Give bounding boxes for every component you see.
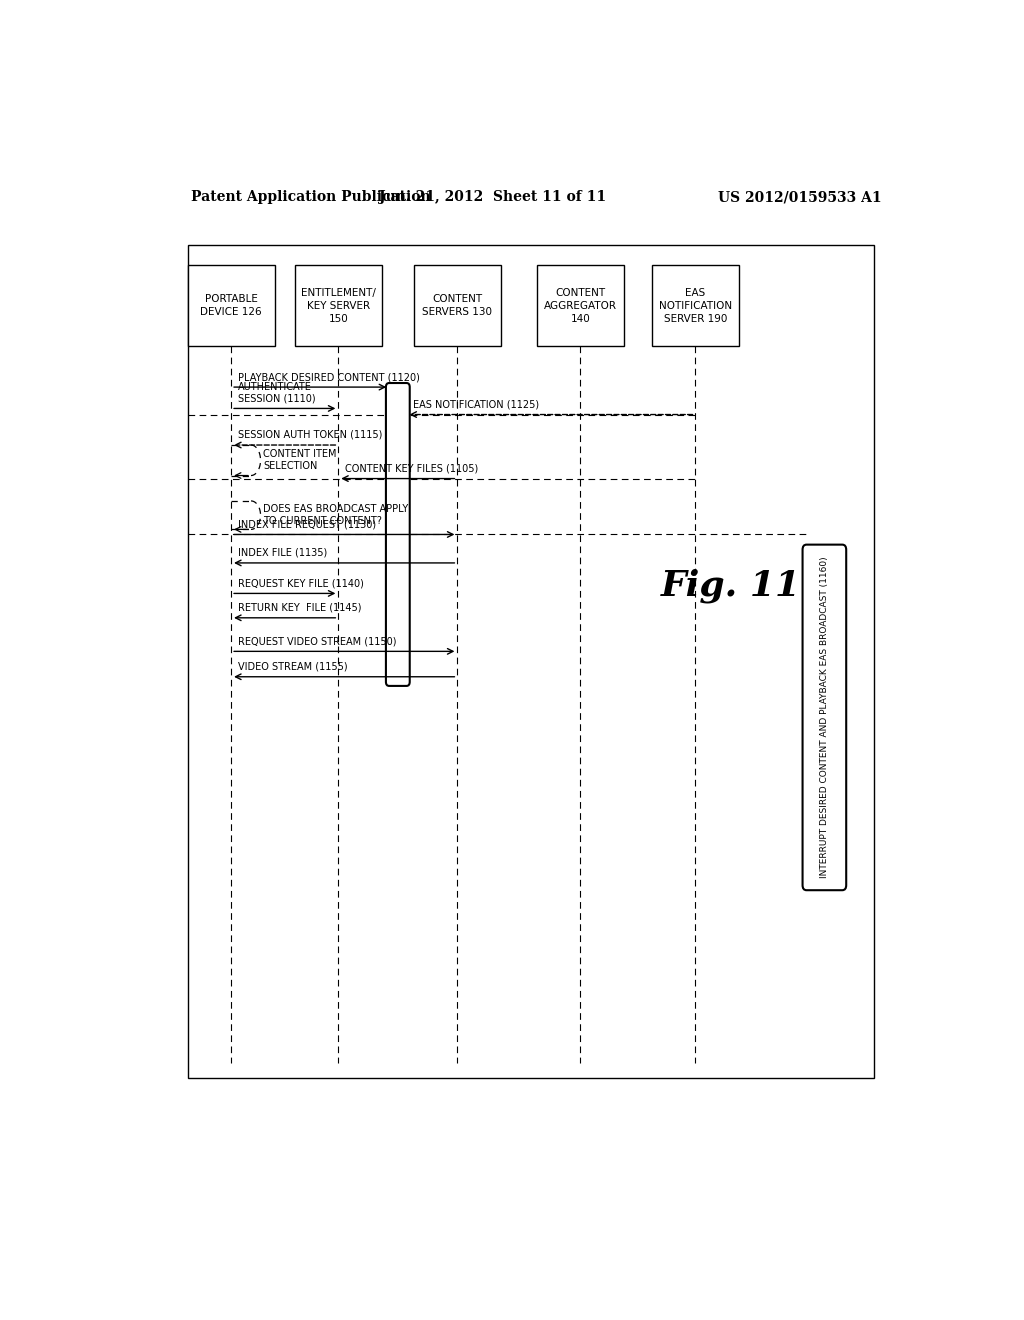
Text: REQUEST VIDEO STREAM (1150): REQUEST VIDEO STREAM (1150) (238, 636, 396, 647)
Text: PLAYBACK DESIRED CONTENT (1120): PLAYBACK DESIRED CONTENT (1120) (238, 372, 420, 381)
Text: CONTENT
SERVERS 130: CONTENT SERVERS 130 (422, 294, 493, 317)
Text: INDEX FILE REQUEST (1130): INDEX FILE REQUEST (1130) (238, 519, 376, 529)
Text: PORTABLE
DEVICE 126: PORTABLE DEVICE 126 (201, 294, 262, 317)
Text: Patent Application Publication: Patent Application Publication (191, 190, 431, 205)
Text: REQUEST KEY FILE (1140): REQUEST KEY FILE (1140) (238, 578, 364, 589)
FancyBboxPatch shape (803, 545, 846, 890)
Bar (651, 265, 739, 346)
Text: AUTHENTICATE
SESSION (1110): AUTHENTICATE SESSION (1110) (238, 381, 315, 404)
Bar (187, 244, 874, 1078)
Text: CONTENT KEY FILES (1105): CONTENT KEY FILES (1105) (345, 463, 478, 474)
Text: Jun. 21, 2012  Sheet 11 of 11: Jun. 21, 2012 Sheet 11 of 11 (380, 190, 606, 205)
FancyBboxPatch shape (386, 383, 410, 686)
Text: INTERRUPT DESIRED CONTENT AND PLAYBACK EAS BROADCAST (1160): INTERRUPT DESIRED CONTENT AND PLAYBACK E… (820, 557, 829, 878)
Bar (414, 265, 501, 346)
Text: CONTENT
AGGREGATOR
140: CONTENT AGGREGATOR 140 (544, 288, 616, 323)
Text: EAS
NOTIFICATION
SERVER 190: EAS NOTIFICATION SERVER 190 (658, 288, 732, 323)
Bar (537, 265, 624, 346)
Text: INDEX FILE (1135): INDEX FILE (1135) (238, 548, 327, 558)
Text: Fig. 11: Fig. 11 (662, 568, 801, 602)
Bar (295, 265, 382, 346)
Text: DOES EAS BROADCAST APPLY
TO CURRENT CONTENT?: DOES EAS BROADCAST APPLY TO CURRENT CONT… (263, 504, 409, 525)
Text: CONTENT ITEM
SELECTION: CONTENT ITEM SELECTION (263, 450, 337, 471)
Text: RETURN KEY  FILE (1145): RETURN KEY FILE (1145) (238, 603, 361, 612)
Bar (187, 265, 274, 346)
Text: SESSION AUTH TOKEN (1115): SESSION AUTH TOKEN (1115) (238, 430, 382, 440)
Text: US 2012/0159533 A1: US 2012/0159533 A1 (718, 190, 882, 205)
Text: ENTITLEMENT/
KEY SERVER
150: ENTITLEMENT/ KEY SERVER 150 (301, 288, 376, 323)
Text: EAS NOTIFICATION (1125): EAS NOTIFICATION (1125) (413, 400, 539, 409)
Text: VIDEO STREAM (1155): VIDEO STREAM (1155) (238, 661, 347, 672)
